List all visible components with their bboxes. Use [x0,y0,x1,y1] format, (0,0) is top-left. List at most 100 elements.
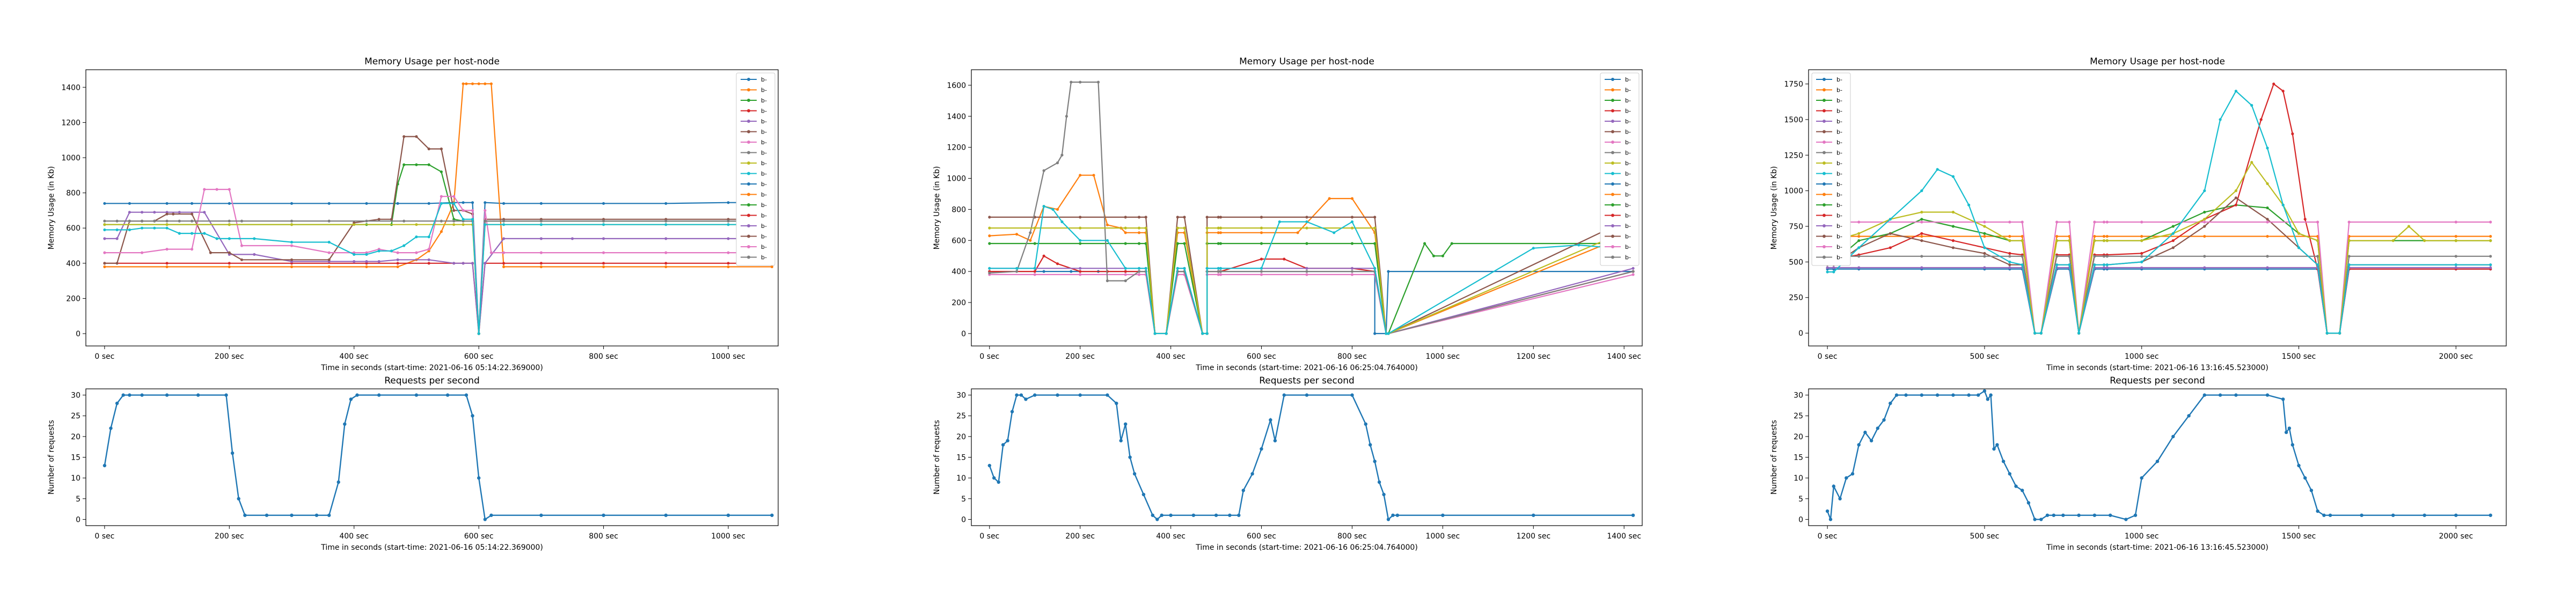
data-point [1983,225,1986,228]
data-point [2454,220,2457,224]
legend-swatch-marker [747,255,750,259]
data-point [1217,267,1220,270]
legend-swatch-marker [1611,109,1614,113]
y-tick-label: 1000 [947,175,966,183]
series-0 [1825,389,2492,521]
data-point [2234,196,2237,200]
data-point [209,251,212,254]
legend-entry-label: b- [1625,97,1631,104]
data-point [502,237,506,240]
data-point [2316,509,2319,513]
data-point [1995,443,1999,447]
data-point [327,251,331,254]
data-point [1631,513,1635,517]
legend-entry-label: b- [761,202,767,209]
legend: b-b-b-b-b-b-b-b-b-b-b-b-b-b-b-b-b-b- [1811,72,1851,266]
legend-entry-label: b- [1836,87,1842,94]
data-point [1144,267,1147,270]
data-point [1373,216,1377,219]
legend-swatch-marker [1823,213,1826,217]
series-line [1827,267,2491,334]
data-point [1065,115,1068,118]
data-point [1137,270,1141,273]
series-1 [1826,235,2492,335]
data-point [141,251,144,254]
data-point [2171,246,2175,249]
data-point [2133,513,2138,517]
data-point [2347,255,2351,258]
x-tick-label: 600 sec [464,532,494,541]
data-point [2187,414,2191,418]
data-point [1176,226,1179,230]
data-point [1205,216,1209,219]
legend-entry-label: b- [1625,160,1631,167]
legend-swatch-marker [1611,88,1614,92]
legend-swatch-marker [747,224,750,227]
data-point [1260,267,1263,270]
data-point [1951,239,1955,242]
data-point [1079,270,1082,273]
data-point [483,518,487,521]
data-point [121,393,125,397]
data-point [1305,270,1308,273]
data-point [1826,270,1829,274]
data-point [1015,267,1019,270]
legend-swatch-marker [1823,234,1826,238]
data-point [2140,266,2143,269]
data-point [203,188,206,191]
data-point [165,393,169,397]
data-point [128,228,131,232]
data-point [396,258,399,261]
data-point [1056,393,1059,397]
x-tick-label: 2000 sec [2439,532,2473,541]
data-point [2360,513,2363,517]
data-point [1882,418,1886,422]
data-point [2171,225,2175,228]
data-point [1079,226,1082,230]
series-0 [103,393,774,521]
data-point [1894,393,1899,397]
data-point [2055,263,2059,267]
data-point [427,258,430,261]
data-point [1350,220,1354,224]
data-point [1857,232,1861,235]
legend-entry-label: b- [1836,118,1842,125]
data-point [440,170,443,173]
data-point [240,258,244,261]
legend-swatch-marker [1823,109,1826,113]
data-point [2316,255,2319,258]
y-tick-label: 600 [66,224,80,233]
data-point [2203,210,2206,214]
data-point [1350,270,1354,273]
data-point [2068,255,2071,258]
legend-entry-label: b- [1625,76,1631,83]
data-point [2026,501,2031,505]
data-point [2347,220,2351,224]
data-point [2140,260,2143,263]
series-3 [1826,82,2492,335]
data-point [2008,235,2011,238]
legend-swatch-marker [1611,99,1614,102]
data-point [2171,239,2175,242]
series-line [104,220,772,334]
data-point [1441,254,1444,257]
y-tick-label: 25 [71,412,80,421]
y-tick-label: 800 [66,189,80,198]
data-point [1889,232,1892,235]
legend-entry-label: b- [1625,150,1631,157]
y-tick-label: 20 [956,433,966,441]
data-point [165,212,169,216]
data-point [191,219,194,223]
data-point [1019,393,1023,397]
y-tick-label: 5 [76,495,80,504]
data-point [1373,226,1377,230]
data-point [2347,263,2351,267]
legend-entry-label: b- [1625,212,1631,219]
data-point [1079,80,1082,84]
data-point [1857,239,1861,242]
data-point [502,262,506,265]
series-7 [1826,255,2492,335]
y-tick-label: 30 [1794,392,1803,400]
data-point [489,82,493,85]
series-line [1827,90,2491,334]
